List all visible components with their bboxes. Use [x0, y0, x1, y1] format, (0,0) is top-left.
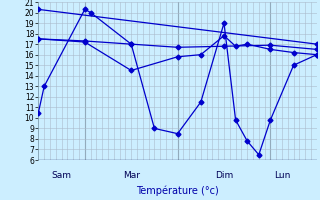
- Text: Lun: Lun: [274, 171, 290, 180]
- Text: Mar: Mar: [123, 171, 140, 180]
- Text: Température (°c): Température (°c): [136, 185, 219, 196]
- Text: Sam: Sam: [52, 171, 72, 180]
- Text: Dim: Dim: [215, 171, 233, 180]
